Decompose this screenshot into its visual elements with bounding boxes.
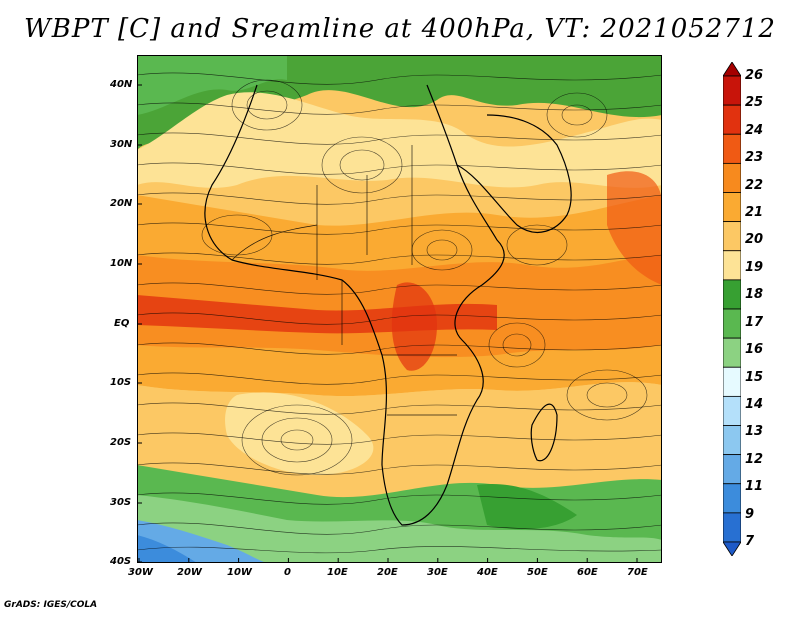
colorbar-bottom-arrow <box>722 541 742 557</box>
colorbar-label: 22 <box>745 177 764 193</box>
colorbar-label: 20 <box>745 232 764 248</box>
lat-label: 40N <box>110 79 133 90</box>
lon-label: 20E <box>377 567 398 578</box>
colorbar-label: 11 <box>745 479 764 495</box>
colorbar-segment <box>722 337 742 368</box>
lon-label: 10W <box>227 567 252 578</box>
lon-label: 40E <box>477 567 498 578</box>
lon-label: 0 <box>284 567 291 578</box>
colorbar-label: 13 <box>745 424 764 440</box>
colorbar-label: 19 <box>745 259 764 275</box>
colorbar-label: 9 <box>745 506 755 522</box>
colorbar-label: 14 <box>745 396 764 412</box>
colorbar-label: 7 <box>745 534 755 549</box>
colorbar-label: 21 <box>745 205 764 221</box>
colorbar-segment <box>722 308 742 339</box>
colorbar-segment <box>722 192 742 223</box>
colorbar-segment <box>722 279 742 310</box>
map-title: WBPT [C] and Sreamline at 400hPa, VT: 20… <box>24 14 776 44</box>
lat-label: EQ <box>114 318 130 329</box>
lat-label: 10N <box>110 258 133 269</box>
lon-label: 30W <box>128 567 153 578</box>
colorbar-label: 23 <box>745 150 764 166</box>
grads-credit: GrADS: IGES/COLA <box>4 600 98 610</box>
colorbar-label: 24 <box>745 122 764 138</box>
lat-label: 20N <box>110 198 133 209</box>
lon-label: 20W <box>177 567 202 578</box>
colorbar-label: 16 <box>745 342 764 358</box>
lon-label: 70E <box>627 567 648 578</box>
colorbar-label: 12 <box>745 451 764 467</box>
colorbar-graphic <box>722 61 742 557</box>
colorbar-segment <box>722 162 742 193</box>
lat-label: 30S <box>110 497 132 508</box>
lon-label: 30E <box>427 567 448 578</box>
colorbar-label: 25 <box>745 95 764 111</box>
colorbar-segment <box>722 104 742 135</box>
colorbar-top-arrow <box>722 61 742 77</box>
colorbar-segment <box>722 366 742 397</box>
lat-label: 20S <box>110 437 132 448</box>
colorbar-segment <box>722 454 742 485</box>
lon-label: 60E <box>577 567 598 578</box>
colorbar-label: 17 <box>745 314 764 330</box>
wbpt-streamline-map <box>137 55 662 563</box>
colorbar <box>722 61 742 557</box>
colorbar-label: 15 <box>745 369 764 385</box>
colorbar-segment <box>722 75 742 106</box>
map-plot <box>137 55 662 563</box>
colorbar-segment <box>722 425 742 456</box>
colorbar-label: 18 <box>745 287 764 303</box>
lon-label: 50E <box>527 567 548 578</box>
colorbar-segment <box>722 512 742 543</box>
colorbar-label: 26 <box>745 68 764 83</box>
lat-label: 10S <box>110 377 132 388</box>
colorbar-segment <box>722 483 742 514</box>
lon-label: 10E <box>327 567 348 578</box>
lat-label: 30N <box>110 139 133 150</box>
colorbar-segment <box>722 250 742 281</box>
colorbar-segment <box>722 221 742 252</box>
colorbar-segment <box>722 395 742 426</box>
lat-label: 40S <box>110 556 132 567</box>
colorbar-segment <box>722 133 742 164</box>
